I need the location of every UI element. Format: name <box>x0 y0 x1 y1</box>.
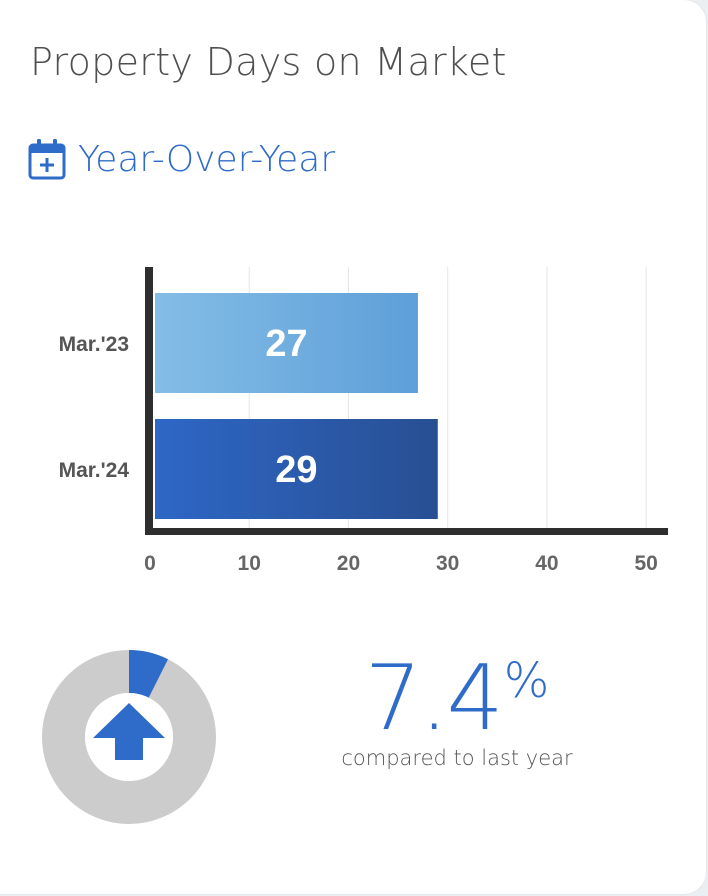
bar <box>155 419 438 519</box>
bar-value-label: 29 <box>275 449 317 491</box>
x-tick-label: 30 <box>436 552 459 575</box>
change-value: 7.4 <box>364 646 504 751</box>
x-tick-label: 10 <box>238 552 261 575</box>
x-tick-label: 0 <box>144 552 156 575</box>
bar-chart: 0 10 20 30 40 50 27 Mar.'23 29 Mar.'24 <box>59 267 668 575</box>
arrow-up-icon <box>93 703 165 760</box>
change-caption: compared to last year <box>341 746 573 770</box>
change-donut <box>42 650 216 824</box>
y-category-label: Mar.'24 <box>59 459 130 482</box>
x-tick-label: 40 <box>535 552 558 575</box>
bar-value-label: 27 <box>265 323 307 365</box>
x-axis-line <box>145 528 668 535</box>
percent-symbol: % <box>503 653 550 709</box>
x-tick-label: 20 <box>337 552 360 575</box>
subtitle-row: Year-Over-Year <box>28 138 335 180</box>
subtitle: Year-Over-Year <box>78 138 336 180</box>
y-category-label: Mar.'23 <box>59 333 129 356</box>
x-tick-label: 50 <box>634 552 657 575</box>
y-axis-line <box>145 267 153 535</box>
bar <box>155 293 418 393</box>
calendar-plus-icon <box>28 139 66 180</box>
donut-fill <box>42 650 216 824</box>
change-percentage: 7.4% <box>330 646 584 751</box>
page-title: Property Days on Market <box>30 40 507 84</box>
